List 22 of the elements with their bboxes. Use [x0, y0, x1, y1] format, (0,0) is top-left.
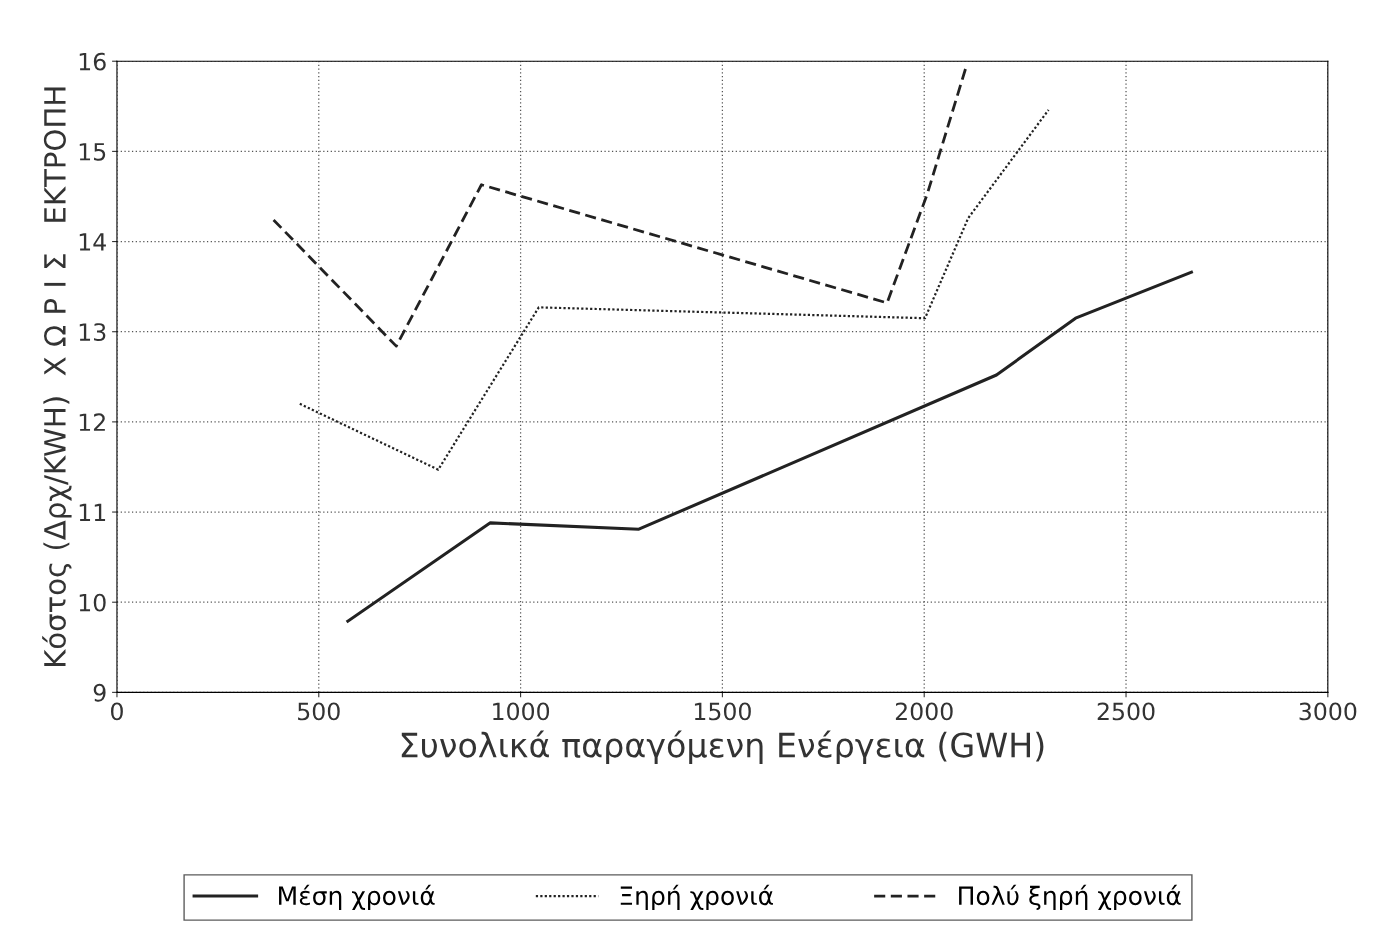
legend-label: Πολύ ξηρή χρονιά: [959, 884, 1181, 911]
y-tick-label: 14: [79, 233, 106, 251]
y-tick-label: 16: [79, 52, 106, 71]
y-tick-label: 10: [79, 593, 106, 612]
y-tick-label: 11: [79, 503, 106, 522]
x-axis-title: Συνολικά παραγόμενη Ενέργεια (GWH): [401, 730, 1044, 765]
y-tick-label: 15: [79, 143, 106, 161]
x-tick-label: 3000: [1299, 702, 1357, 721]
x-tick-label: 1500: [694, 702, 751, 721]
x-tick-label: 0: [111, 702, 123, 721]
line-series: [298, 108, 1050, 471]
y-tick-label: 13: [79, 323, 106, 342]
line-series: [346, 270, 1193, 623]
y-tick-label: 12: [79, 413, 105, 431]
y-axis-title: Κόστος (Δρχ/KWH) Χ Ω Ρ Ι Σ ΕΚΤΡΟΠΗ: [42, 87, 72, 666]
x-tick-label: 2500: [1097, 702, 1155, 721]
x-tick-label: 500: [298, 702, 340, 721]
y-tick-label: 9: [93, 683, 106, 702]
legend-label: Μέση χρονιά: [279, 884, 435, 911]
x-tick-label: 2000: [895, 702, 953, 721]
x-tick-label: 1000: [493, 702, 550, 721]
legend-label: Ξηρή χρονιά: [620, 884, 773, 911]
